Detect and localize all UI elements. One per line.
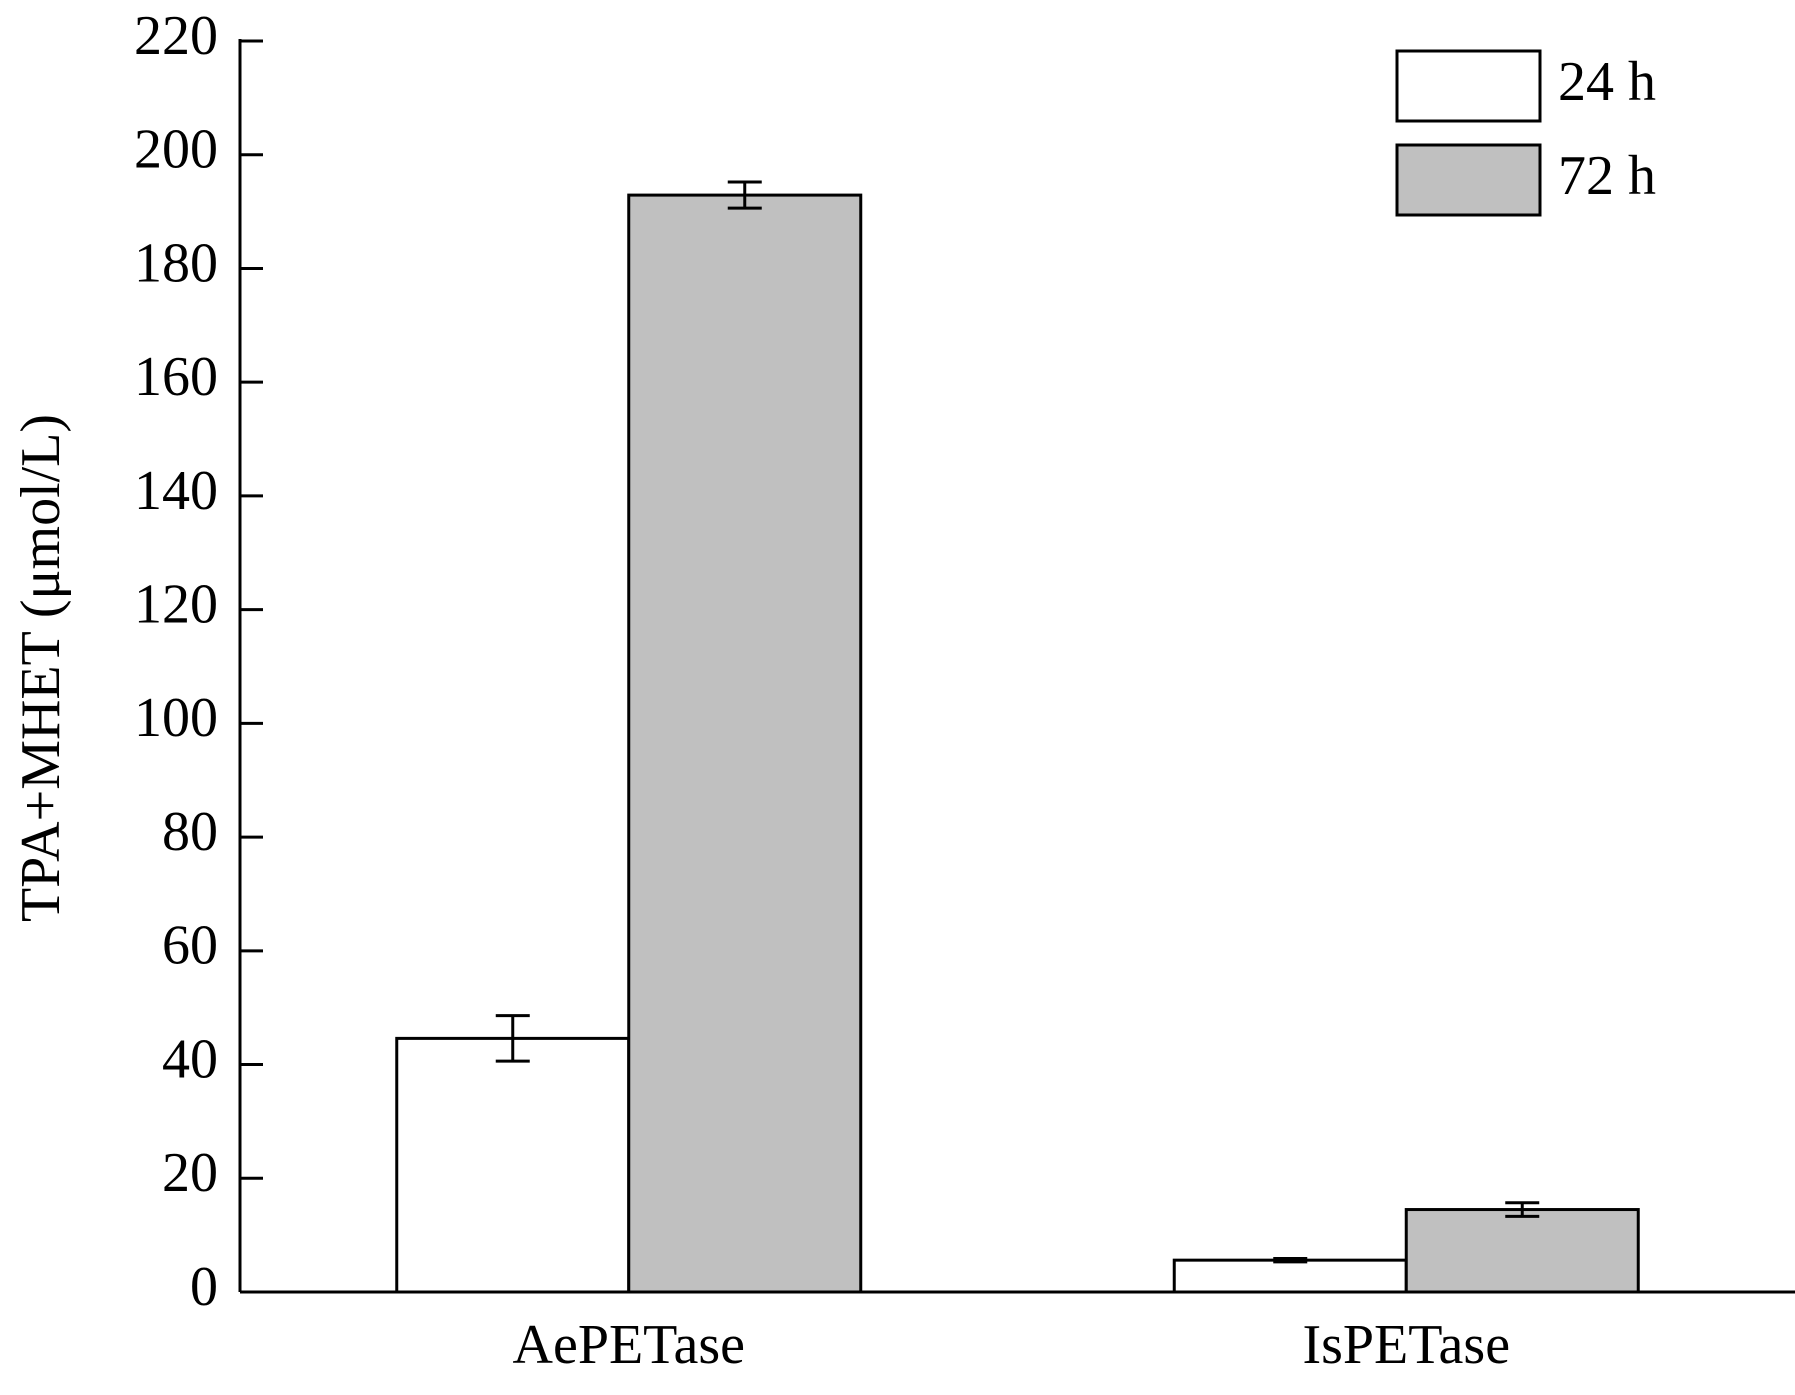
y-tick-label: 120 [134,573,218,635]
y-tick-label: 220 [134,5,218,67]
y-tick-label: 0 [190,1256,218,1318]
error-bar [1273,1256,1308,1264]
error-bar [727,180,762,210]
bar [1404,1208,1640,1294]
y-tick-label: 160 [134,346,218,408]
x-tick-label: AePETase [513,1314,745,1376]
y-tick-label: 100 [134,687,218,749]
legend-label: 24 h [1558,51,1656,113]
legend-label: 72 h [1558,145,1656,207]
y-tick-label: 20 [162,1142,218,1204]
x-tick-label: IsPETase [1302,1314,1510,1376]
error-bar [1505,1201,1540,1218]
y-tick-label: 200 [134,119,218,181]
bar [395,1036,631,1294]
legend-swatch [1395,143,1542,217]
bar [1172,1258,1408,1294]
legend-swatch [1395,49,1542,123]
y-tick-label: 80 [162,801,218,863]
error-bar [495,1014,530,1063]
y-tick-label: 180 [134,232,218,294]
y-tick-label: 60 [162,915,218,977]
y-axis-label: TPA+MHET (μmol/L) [10,414,72,922]
bar [627,193,863,1294]
y-tick-label: 40 [162,1028,218,1090]
y-tick-label: 140 [134,460,218,522]
